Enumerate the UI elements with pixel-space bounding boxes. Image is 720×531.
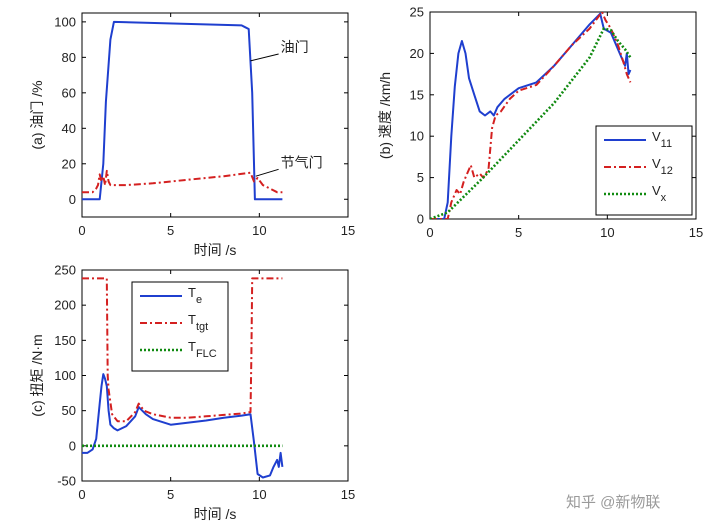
series-line-a-0 (82, 20, 283, 201)
x-tick-label-a: 10 (252, 223, 266, 238)
series-line-b-2 (430, 27, 632, 219)
y-axis-label-a: (a) 油门 /% (29, 80, 45, 149)
x-axis-label-a: 时间 /s (194, 242, 237, 258)
y-tick-label-b: 0 (417, 212, 424, 227)
legend-entry-subscript: FLC (196, 348, 217, 360)
annotation-label-a: 节气门 (281, 154, 323, 170)
series-line-b-1 (430, 12, 632, 219)
legend-entry-name: V (652, 183, 661, 198)
y-tick-label-a: 100 (54, 14, 76, 29)
y-tick-label-c: 0 (69, 438, 76, 453)
legend-entry-subscript: 11 (661, 138, 672, 150)
y-tick-label-a: 20 (62, 156, 76, 171)
legend-entry-c-0: Te (188, 285, 202, 306)
y-tick-label-c: 200 (54, 298, 76, 313)
legend-entry-subscript: tgt (196, 321, 208, 333)
y-tick-label-a: 60 (62, 85, 76, 100)
x-axis-label-c: 时间 /s (194, 506, 237, 522)
y-tick-label-b: 10 (410, 129, 424, 144)
y-tick-label-b: 15 (410, 87, 424, 102)
y-tick-label-c: 150 (54, 333, 76, 348)
legend-entry-c-1: Ttgt (188, 312, 208, 333)
y-tick-label-b: 25 (410, 5, 424, 20)
y-tick-label-c: 100 (54, 368, 76, 383)
legend-entry-b-0: V11 (652, 129, 672, 150)
x-tick-label-a: 15 (341, 223, 355, 238)
legend-entry-name: V (652, 156, 661, 171)
y-axis-label-c: (c) 扭矩 /N·m (29, 334, 45, 416)
legend-entry-name: V (652, 129, 661, 144)
legend-entry-b-1: V12 (652, 156, 673, 177)
legend-entry-name: T (188, 312, 196, 327)
x-tick-label-c: 10 (252, 487, 266, 502)
y-axis-label-b: (b) 速度 /km/h (377, 72, 393, 159)
legend-entry-subscript: 12 (661, 165, 673, 177)
series-line-c-1 (82, 277, 283, 423)
legend-entry-subscript: x (661, 192, 667, 204)
plot-area-a (81, 12, 349, 218)
annotation-leader-a (255, 168, 279, 177)
y-tick-label-a: 80 (62, 50, 76, 65)
x-tick-label-b: 10 (600, 225, 614, 240)
x-tick-label-b: 0 (426, 225, 433, 240)
y-tick-label-c: 250 (54, 263, 76, 278)
x-tick-label-c: 0 (78, 487, 85, 502)
legend-entry-c-2: TFLC (188, 339, 217, 360)
legend-entry-name: T (188, 339, 196, 354)
series-line-c-0 (82, 373, 284, 479)
x-tick-label-b: 15 (689, 225, 703, 240)
annotation-leader-a (250, 53, 279, 62)
x-tick-label-a: 5 (167, 223, 174, 238)
legend-entry-name: T (188, 285, 196, 300)
y-tick-label-b: 20 (410, 46, 424, 61)
series-line-a-1 (82, 169, 283, 194)
y-tick-label-b: 5 (417, 170, 424, 185)
watermark: 知乎 @新物联 (566, 494, 660, 511)
y-tick-label-a: 0 (69, 192, 76, 207)
annotation-label-a: 油门 (281, 39, 309, 55)
series-line-b-0 (430, 12, 632, 219)
legend-entry-b-2: Vx (652, 183, 667, 204)
y-tick-label-c: -50 (57, 474, 76, 489)
y-tick-label-c: 50 (62, 403, 76, 418)
x-tick-label-c: 5 (167, 487, 174, 502)
x-tick-label-b: 5 (515, 225, 522, 240)
x-tick-label-c: 15 (341, 487, 355, 502)
legend-entry-subscript: e (196, 294, 202, 306)
x-tick-label-a: 0 (78, 223, 85, 238)
y-tick-label-a: 40 (62, 121, 76, 136)
